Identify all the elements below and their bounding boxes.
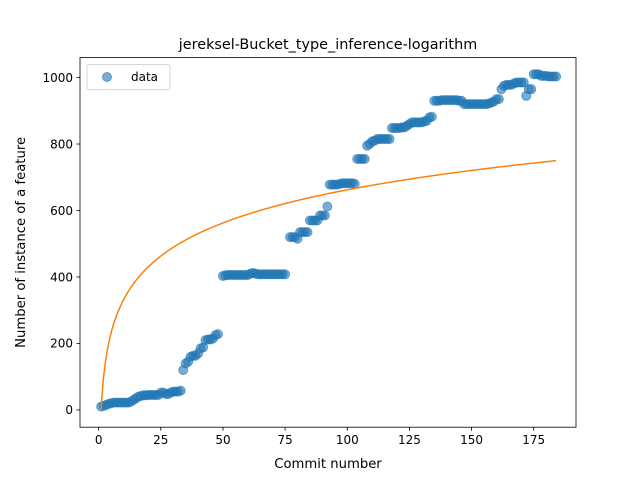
plot-frame bbox=[79, 57, 577, 428]
legend: data bbox=[86, 64, 171, 90]
data-point bbox=[349, 178, 360, 189]
data-point bbox=[319, 210, 330, 221]
x-tick-label: 0 bbox=[95, 433, 103, 447]
x-tick-label: 100 bbox=[336, 433, 359, 447]
plot-area bbox=[80, 57, 576, 428]
chart-title: jereksel-Bucket_type_inference-logarithm bbox=[178, 37, 477, 53]
x-axis-label: Commit number bbox=[274, 457, 382, 472]
x-tick-label: 150 bbox=[460, 433, 483, 447]
y-axis-label: Number of instance of a feature bbox=[14, 137, 29, 348]
y-tick-label: 0 bbox=[65, 403, 73, 417]
data-point bbox=[359, 153, 370, 164]
data-layer bbox=[96, 69, 562, 412]
legend-marker-data bbox=[102, 72, 112, 82]
legend-box bbox=[86, 64, 171, 90]
x-tick-label: 50 bbox=[215, 433, 230, 447]
y-tick-label: 400 bbox=[50, 270, 73, 284]
data-point bbox=[518, 77, 529, 88]
y-tick-label: 1000 bbox=[42, 71, 73, 85]
x-axis: 0 25 50 75 100 125 150 175 bbox=[95, 427, 545, 447]
data-point bbox=[322, 201, 333, 212]
data-point bbox=[526, 84, 537, 95]
x-tick-label: 175 bbox=[522, 433, 545, 447]
legend-label-data: data bbox=[131, 70, 158, 84]
data-point bbox=[212, 329, 223, 340]
fit-line bbox=[100, 159, 557, 410]
y-tick-label: 800 bbox=[50, 137, 73, 151]
data-point bbox=[493, 94, 504, 105]
data-point bbox=[551, 71, 562, 82]
data-point bbox=[426, 111, 437, 122]
x-tick-label: 125 bbox=[398, 433, 421, 447]
y-tick-label: 200 bbox=[50, 337, 73, 351]
y-tick-label: 600 bbox=[50, 204, 73, 218]
data-point bbox=[302, 227, 313, 238]
x-tick-label: 75 bbox=[277, 433, 292, 447]
y-axis: 0 200 400 600 800 1000 bbox=[42, 71, 80, 417]
data-point bbox=[384, 134, 395, 145]
data-point bbox=[175, 385, 186, 396]
x-tick-label: 25 bbox=[153, 433, 168, 447]
data-point bbox=[280, 269, 291, 280]
